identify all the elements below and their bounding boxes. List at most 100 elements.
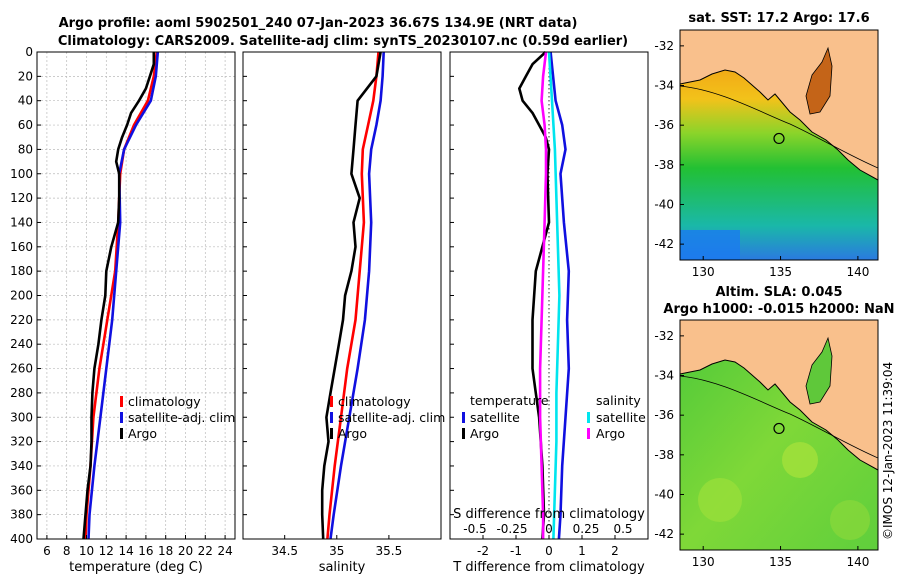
y-tick-label: 260 xyxy=(10,362,33,376)
sla-anomaly xyxy=(698,478,742,522)
salinity-ticks: 34.5 35 35.5 xyxy=(243,51,403,558)
x-tick-label: 0 xyxy=(545,544,553,558)
difference-legend: temperature salinity satellite Argo sate… xyxy=(462,393,646,441)
map-y-tick-label: -34 xyxy=(654,369,674,383)
sla-map-frame xyxy=(679,319,879,551)
x-tick-label: 22 xyxy=(198,544,213,558)
figure-title-line2: Climatology: CARS2009. Satellite-adj cli… xyxy=(58,34,628,49)
map-y-tick-label: -36 xyxy=(654,118,674,132)
series-line-argo xyxy=(82,52,156,540)
imos-credit: ©IMOS 12-Jan-2023 11:39:04 xyxy=(881,362,895,540)
temperature-grid xyxy=(37,51,235,540)
x-tick-label: 16 xyxy=(138,544,153,558)
y-tick-label: 140 xyxy=(10,215,33,229)
legend-label-satellite: satellite-adj. clim xyxy=(128,410,235,425)
x-tick-label: 18 xyxy=(158,544,173,558)
series-line-climatology xyxy=(326,51,380,540)
y-tick-label: 180 xyxy=(10,264,33,278)
x-tick-label: 6 xyxy=(43,544,51,558)
t-difference-xlabel: T difference from climatology xyxy=(452,560,645,575)
legend-swatch-s-satellite xyxy=(587,412,590,423)
sst-map-ticks: 130 135 140 -32 -34 -36 -38 -40 -42 xyxy=(654,39,869,279)
y-tick-label: 20 xyxy=(18,69,33,83)
legend-label-s-argo: Argo xyxy=(596,426,625,441)
sst-gulf xyxy=(805,46,833,115)
legend-label-climatology: climatology xyxy=(338,394,411,409)
y-tick-label: 40 xyxy=(18,94,33,108)
sla-gulf xyxy=(805,336,833,405)
map-y-tick-label: -38 xyxy=(654,448,674,462)
series-line-temperature-satellite xyxy=(549,51,571,540)
y-tick-label: 320 xyxy=(10,435,33,449)
map-y-tick-label: -34 xyxy=(654,79,674,93)
map-x-tick-label: 140 xyxy=(846,555,869,569)
sst-cold-patch xyxy=(680,230,740,260)
temperature-legend: climatology satellite-adj. clim Argo xyxy=(120,394,235,441)
legend-label-argo: Argo xyxy=(128,426,157,441)
y-tick-label: 280 xyxy=(10,386,33,400)
sla-map-title-line1: Altim. SLA: 0.045 xyxy=(716,285,843,300)
figure-title-line1: Argo profile: aoml 5902501_240 07-Jan-20… xyxy=(59,16,578,31)
y-tick-label: 0 xyxy=(25,45,33,59)
s-tick-label: 0.25 xyxy=(573,522,600,536)
x-tick-label: 34.5 xyxy=(271,544,298,558)
s-tick-label: -0.5 xyxy=(463,522,486,536)
sla-isobath xyxy=(680,375,878,459)
x-tick-label: 35.5 xyxy=(376,544,403,558)
map-y-tick-label: -40 xyxy=(654,487,674,501)
legend-swatch-satellite xyxy=(330,412,333,423)
series-line-argo xyxy=(320,51,382,540)
sst-isobath xyxy=(680,85,878,169)
s-difference-xlabel: S difference from climatology xyxy=(453,507,645,522)
y-tick-label: 300 xyxy=(10,410,33,424)
s-tick-label: -0.25 xyxy=(496,522,527,536)
sst-map-title: sat. SST: 17.2 Argo: 17.6 xyxy=(688,11,869,26)
y-tick-label: 240 xyxy=(10,337,33,351)
sla-map: 130 135 140 -32 -34 -36 -38 -40 -42 xyxy=(654,319,879,569)
legend-title-salinity: salinity xyxy=(596,393,641,408)
legend-label-t-argo: Argo xyxy=(470,426,499,441)
legend-label-argo: Argo xyxy=(338,426,367,441)
x-tick-label: 8 xyxy=(63,544,71,558)
temperature-xlabel: temperature (deg C) xyxy=(69,560,203,575)
argo-position-marker-sla xyxy=(773,422,785,435)
map-y-tick-label: -32 xyxy=(654,39,674,53)
y-tick-label: 220 xyxy=(10,313,33,327)
series-line-satellite-adj-clim xyxy=(87,51,160,540)
temperature-ticks: 6 8 10 12 14 16 18 20 22 240204060801001201401601… xyxy=(10,45,233,558)
map-y-tick-label: -42 xyxy=(654,237,674,251)
series-line-satellite-adj-clim xyxy=(329,51,385,540)
s-tick-label: 0 xyxy=(545,522,553,536)
y-tick-label: 200 xyxy=(10,289,33,303)
legend-swatch-s-argo xyxy=(587,428,590,439)
difference-panel: -2 -1 0 1 2 -0.5 -0.25 0 0.25 0.5 T difference fr… xyxy=(449,51,649,575)
sla-anomaly xyxy=(830,500,870,540)
x-tick-label: -1 xyxy=(510,544,522,558)
salinity-legend: climatology satellite-adj. clim Argo xyxy=(330,394,445,441)
salinity-series xyxy=(320,51,385,540)
legend-swatch-satellite xyxy=(120,412,123,423)
y-tick-label: 120 xyxy=(10,191,33,205)
x-tick-label: 14 xyxy=(118,544,133,558)
legend-swatch-argo xyxy=(330,428,333,439)
s-tick-label: 0.5 xyxy=(613,522,632,536)
x-tick-label: 35 xyxy=(329,544,344,558)
y-tick-label: 360 xyxy=(10,483,33,497)
y-tick-label: 60 xyxy=(18,118,33,132)
map-x-tick-label: 135 xyxy=(769,265,792,279)
x-tick-label: -2 xyxy=(477,544,489,558)
x-tick-label: 12 xyxy=(99,544,114,558)
sla-map-ticks: 130 135 140 -32 -34 -36 -38 -40 -42 xyxy=(654,329,869,569)
x-tick-label: 2 xyxy=(611,544,619,558)
x-tick-label: 24 xyxy=(217,544,232,558)
series-line-salinity-argo xyxy=(538,51,548,539)
legend-label-s-satellite: satellite xyxy=(596,410,646,425)
y-tick-label: 80 xyxy=(18,142,33,156)
salinity-panel: 34.5 35 35.5 salinity climatology satellit… xyxy=(242,51,445,575)
y-tick-label: 160 xyxy=(10,240,33,254)
map-y-tick-label: -42 xyxy=(654,527,674,541)
temperature-series xyxy=(82,51,160,540)
y-tick-label: 380 xyxy=(10,508,33,522)
map-y-tick-label: -38 xyxy=(654,158,674,172)
